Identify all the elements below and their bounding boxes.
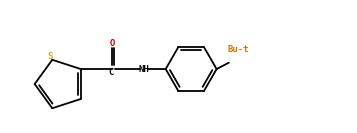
Text: C: C [109,68,114,77]
Text: NH: NH [138,65,149,74]
Text: O: O [109,39,115,47]
Text: Bu-t: Bu-t [227,45,248,54]
Text: S: S [47,52,53,61]
